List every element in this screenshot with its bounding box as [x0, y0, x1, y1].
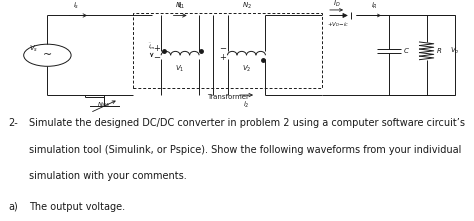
Text: $R$: $R$ — [436, 46, 442, 55]
Text: −: − — [153, 53, 160, 62]
Text: ~: ~ — [43, 50, 52, 60]
Text: $V_o$: $V_o$ — [450, 46, 460, 56]
Text: $I_D$: $I_D$ — [333, 0, 340, 9]
Text: simulation tool (Simulink, or Pspice). Show the following waveforms from your in: simulation tool (Simulink, or Pspice). S… — [29, 145, 462, 155]
Text: Transformer: Transformer — [207, 94, 248, 100]
Text: 2-: 2- — [9, 118, 18, 128]
Text: $V_1$: $V_1$ — [175, 63, 185, 74]
Text: $N_2$: $N_2$ — [242, 1, 251, 11]
Bar — [133, 13, 322, 88]
Text: +: + — [219, 53, 226, 62]
Text: $+V_D\!-\!i_C$: $+V_D\!-\!i_C$ — [327, 20, 350, 29]
Text: −: − — [219, 44, 226, 53]
Text: $V_2$: $V_2$ — [242, 63, 251, 74]
Text: $i_1$: $i_1$ — [177, 1, 183, 11]
Text: Simulate the designed DC/DC converter in problem 2 using a computer software cir: Simulate the designed DC/DC converter in… — [29, 118, 465, 128]
Text: $i_s$: $i_s$ — [73, 1, 79, 11]
Text: The output voltage.: The output voltage. — [29, 202, 126, 212]
Text: a): a) — [9, 202, 18, 212]
Text: $N_1$: $N_1$ — [175, 1, 185, 11]
Text: $i_R$: $i_R$ — [371, 1, 378, 11]
Text: +: + — [153, 44, 160, 53]
Text: $C$: $C$ — [403, 46, 410, 55]
Text: simulation with your comments.: simulation with your comments. — [29, 171, 187, 181]
Text: $\widetilde{i}_m$: $\widetilde{i}_m$ — [148, 42, 155, 51]
Text: $N_{SW}$: $N_{SW}$ — [97, 101, 111, 109]
Text: $i_2$: $i_2$ — [243, 99, 250, 110]
Text: $V_s$: $V_s$ — [28, 44, 38, 54]
